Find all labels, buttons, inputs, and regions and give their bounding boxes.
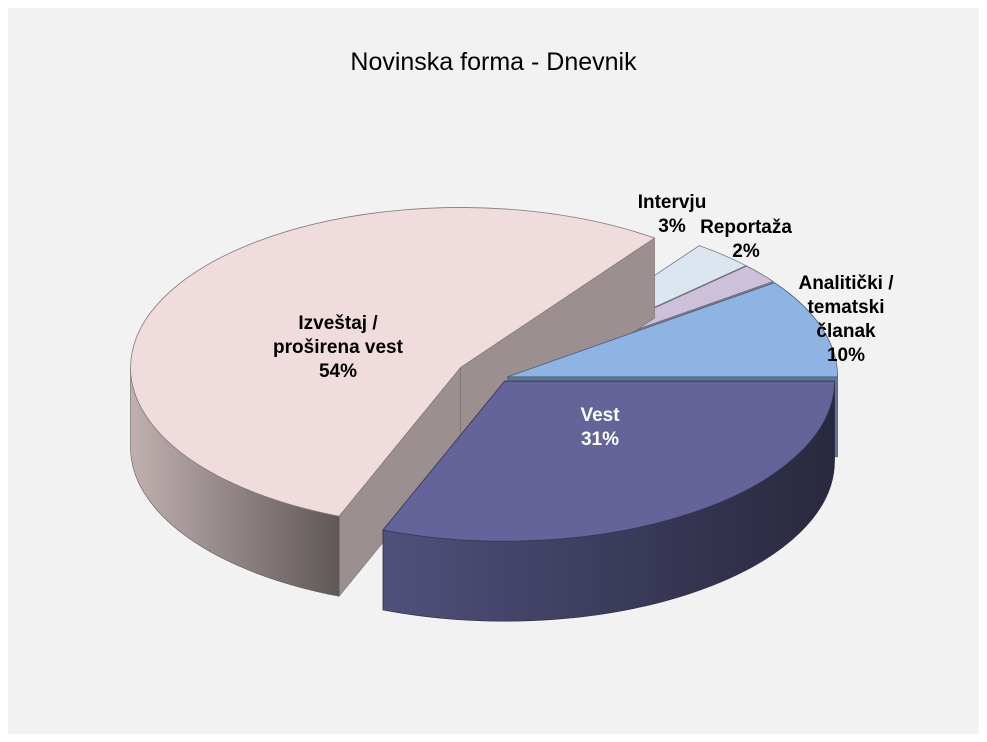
slice-label: Analitički / tematski članak 10% — [786, 272, 906, 368]
slice-top — [507, 282, 839, 378]
slice-value: 54% — [318, 361, 358, 382]
slice-label: Vest 31% — [540, 404, 660, 452]
slice-label: Izveštaj / proširena vest 54% — [253, 312, 423, 384]
slice-label: Intervju 3% — [622, 191, 722, 239]
slice-category: Intervju — [637, 192, 707, 213]
slice-value: 10% — [826, 345, 866, 366]
slice-top — [382, 380, 835, 542]
slice-category: Vest — [580, 405, 620, 426]
slice-category: Reportaža — [700, 217, 792, 238]
slice — [382, 380, 835, 622]
pie-area — [130, 207, 839, 622]
slice-value: 3% — [658, 216, 686, 237]
slice-label: Reportaža 2% — [691, 216, 801, 264]
slice-value: 31% — [580, 429, 620, 450]
slice-category: Analitički / tematski članak — [798, 273, 894, 342]
slice-category: Izveštaj / proširena vest — [273, 313, 403, 358]
slice-top — [130, 207, 656, 517]
slice-value: 2% — [732, 241, 760, 262]
chart: Novinska forma - Dnevnik Vest 31% Izveštaj… — [8, 8, 979, 734]
chart-title: Novinska forma - Dnevnik — [350, 48, 637, 76]
